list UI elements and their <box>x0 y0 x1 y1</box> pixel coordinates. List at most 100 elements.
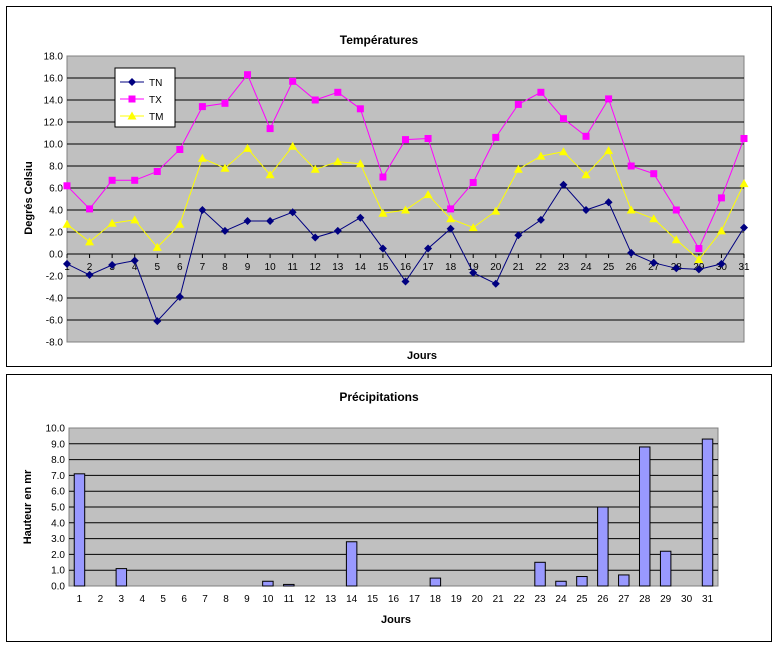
data-point-tx <box>717 194 725 202</box>
data-point-tn <box>333 226 342 235</box>
precipitation-bar <box>283 583 295 587</box>
legend-label-tm: TM <box>149 112 163 123</box>
precipitation-bar <box>555 580 567 587</box>
x-tick-label: 5 <box>160 594 166 605</box>
x-tick-label: 30 <box>681 594 693 605</box>
data-point-tx <box>334 88 342 96</box>
data-point-tx <box>537 88 545 96</box>
temperature-x-tick-labels: 1234567891011121314151617181920212223242… <box>64 254 750 273</box>
data-point-tx <box>582 132 590 140</box>
precipitation-x-axis-title: Jours <box>381 614 411 626</box>
y-tick-label: -6.0 <box>46 316 64 327</box>
data-point-tm <box>152 242 162 251</box>
data-point-tn <box>243 217 252 225</box>
data-point-tx <box>86 205 94 213</box>
data-point-tm <box>62 219 72 228</box>
x-tick-label: 6 <box>177 262 183 273</box>
y-tick-label: -4.0 <box>46 294 64 305</box>
x-tick-label: 4 <box>139 594 145 605</box>
x-tick-label: 9 <box>244 594 250 605</box>
y-tick-label: 6.0 <box>51 487 65 498</box>
x-tick-label: 29 <box>660 594 672 605</box>
data-point-tn <box>491 279 500 288</box>
data-point-tm <box>649 214 659 223</box>
x-tick-label: 18 <box>445 262 457 273</box>
x-tick-label: 26 <box>597 594 609 605</box>
data-point-tx <box>650 170 658 178</box>
x-tick-label: 17 <box>409 594 421 605</box>
temperature-legend: TN TX TM <box>114 67 176 128</box>
data-point-tn <box>311 233 320 242</box>
x-tick-label: 4 <box>132 262 138 273</box>
precipitation-bar <box>597 506 609 587</box>
temperature-chart-panel: Températures -8.0 -6.0 -4.0 -2.0 0.0 2.0 4.0 6.… <box>6 6 772 367</box>
y-tick-label: 4.0 <box>49 206 63 217</box>
data-point-tm <box>197 153 207 162</box>
precipitation-bar <box>701 438 714 587</box>
x-tick-label: 10 <box>262 594 274 605</box>
precipitation-y-axis-title: Hauteur en mr <box>22 469 34 544</box>
x-tick-label: 18 <box>430 594 442 605</box>
x-tick-label: 28 <box>639 594 651 605</box>
precipitation-x-tick-labels: 1 2 3 4 5 6 7 8 9 10 11 12 13 14 15 16 17 18 19 20 21 22 23 24 2… <box>77 594 714 605</box>
x-tick-label: 31 <box>738 262 750 273</box>
x-tick-label: 7 <box>202 594 208 605</box>
data-point-tx <box>514 100 522 108</box>
x-tick-label: 25 <box>576 594 588 605</box>
precipitation-chart: Précipitations 0.0 1.0 2.0 3.0 4.0 5.0 6.0 7.0 8… <box>22 390 719 626</box>
x-tick-label: 15 <box>367 594 379 605</box>
x-tick-label: 11 <box>287 262 298 273</box>
data-point-tx <box>627 162 635 170</box>
y-tick-label: 6.0 <box>49 184 63 195</box>
precipitation-y-tick-labels: 0.0 1.0 2.0 3.0 4.0 5.0 6.0 7.0 8.0 9.0 10.0 <box>46 424 66 593</box>
data-point-tn <box>63 259 71 268</box>
x-tick-label: 19 <box>468 262 480 273</box>
x-tick-label: 9 <box>245 262 251 273</box>
legend-box <box>114 67 176 128</box>
data-point-tn <box>559 180 568 189</box>
data-point-tm <box>130 215 140 224</box>
data-point-tn <box>717 259 726 268</box>
data-point-tm <box>581 170 591 179</box>
x-tick-label: 8 <box>222 262 228 273</box>
x-tick-label: 20 <box>490 262 502 273</box>
data-point-tm <box>107 218 117 227</box>
data-point-tm <box>85 237 95 246</box>
x-tick-label: 21 <box>493 594 505 605</box>
precipitation-bar <box>659 550 672 587</box>
x-tick-label: 2 <box>98 594 104 605</box>
x-tick-label: 7 <box>200 262 206 273</box>
x-tick-label: 22 <box>535 262 547 273</box>
data-point-tn <box>740 223 748 232</box>
data-point-tm <box>716 226 726 235</box>
legend-marker-tm <box>127 111 137 120</box>
y-tick-label: 0.0 <box>51 582 65 593</box>
x-tick-label: 10 <box>265 262 277 273</box>
data-point-tx <box>469 179 477 186</box>
y-tick-label: 4.0 <box>51 518 65 529</box>
data-point-tx <box>379 173 387 181</box>
data-point-tx <box>402 136 409 144</box>
x-tick-label: 1 <box>77 594 83 605</box>
data-point-tn <box>356 213 365 222</box>
x-tick-label: 26 <box>626 262 638 273</box>
precipitation-bar <box>262 580 274 587</box>
y-tick-label: -2.0 <box>46 272 64 283</box>
x-tick-label: 14 <box>355 262 367 273</box>
data-point-tx <box>176 146 184 153</box>
x-tick-label: 16 <box>388 594 400 605</box>
legend-marker-tn <box>128 78 136 86</box>
y-tick-label: 0.0 <box>49 250 63 261</box>
data-point-tn <box>153 317 162 326</box>
temperature-series <box>62 71 749 326</box>
data-point-tm <box>694 255 704 263</box>
data-point-tn <box>672 264 681 273</box>
y-tick-label: 18.0 <box>44 52 64 63</box>
y-tick-label: 5.0 <box>51 503 65 514</box>
y-tick-label: 3.0 <box>51 534 65 545</box>
data-point-tm <box>355 159 365 168</box>
x-tick-label: 12 <box>304 594 316 605</box>
data-point-tx <box>740 135 748 142</box>
data-point-tx <box>447 205 455 213</box>
data-point-tn <box>604 198 613 207</box>
